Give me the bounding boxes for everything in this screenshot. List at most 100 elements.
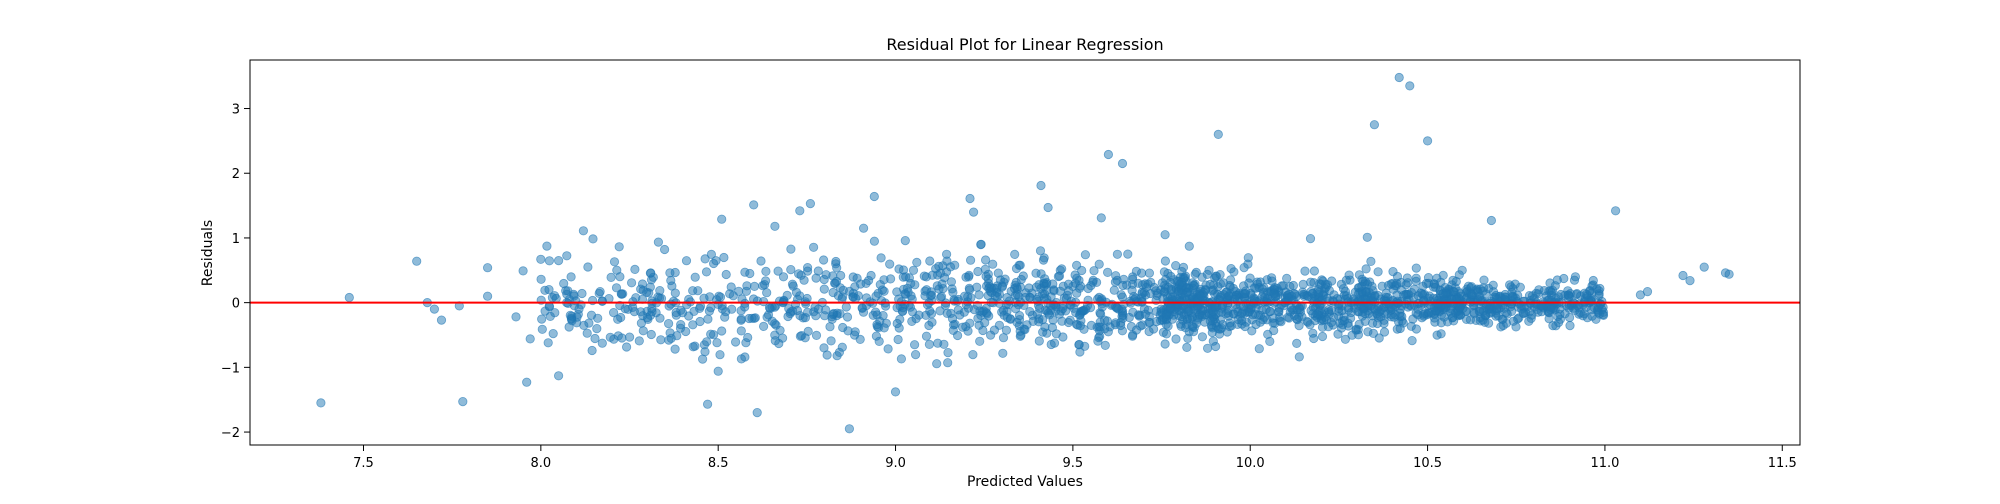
data-point: [1384, 299, 1394, 309]
data-point: [1340, 334, 1351, 344]
data-point: [811, 330, 822, 340]
data-point: [656, 335, 666, 345]
data-point: [1362, 232, 1372, 242]
data-point: [1597, 296, 1607, 307]
data-point: [1089, 266, 1099, 276]
data-point: [1344, 270, 1354, 280]
data-point: [932, 359, 942, 369]
data-point: [871, 291, 881, 301]
data-point: [975, 336, 985, 346]
data-point: [588, 234, 598, 244]
data-point: [758, 321, 769, 331]
data-point: [1372, 318, 1383, 329]
data-point: [1478, 286, 1488, 296]
data-point: [984, 283, 994, 293]
data-point: [670, 344, 680, 354]
data-point: [800, 333, 810, 343]
data-point: [1153, 288, 1163, 298]
data-point: [609, 257, 620, 267]
data-point: [702, 399, 713, 409]
data-point: [1336, 279, 1347, 289]
x-tick-label: 10.0: [1236, 456, 1265, 471]
data-point: [1205, 316, 1215, 326]
data-point: [1061, 293, 1072, 304]
data-point: [1350, 287, 1360, 297]
data-point: [1088, 277, 1098, 287]
data-point: [544, 302, 555, 312]
data-point: [813, 266, 823, 276]
data-point: [941, 249, 952, 259]
data-point: [1022, 320, 1032, 330]
data-point: [636, 284, 646, 294]
data-point: [1440, 282, 1450, 293]
data-point: [703, 314, 713, 324]
data-point: [948, 320, 959, 330]
data-point: [1145, 317, 1155, 327]
data-point: [1116, 320, 1126, 331]
data-point: [1225, 318, 1235, 328]
data-point: [981, 271, 991, 281]
y-axis-ticks: −2 −1 0 1 2 3: [221, 103, 250, 441]
data-point: [1144, 268, 1155, 278]
data-point: [563, 286, 573, 296]
data-point: [1177, 266, 1187, 277]
data-point: [1074, 340, 1084, 350]
data-point: [908, 265, 919, 275]
data-point: [1478, 306, 1488, 316]
data-point: [1398, 318, 1408, 328]
data-point: [1012, 289, 1022, 299]
data-point: [791, 287, 802, 297]
data-point: [675, 323, 686, 333]
data-point: [1343, 303, 1354, 313]
data-point: [655, 285, 665, 296]
data-point: [1160, 256, 1171, 266]
data-point: [721, 269, 731, 280]
data-point: [730, 337, 741, 347]
data-point: [653, 237, 664, 247]
data-point: [1611, 206, 1621, 216]
x-axis-ticks: 7.5 8.0 8.5 9.0 9.5 10.0 10.5 11.0 11.5: [353, 445, 1797, 471]
data-point: [952, 330, 963, 341]
data-point: [706, 329, 716, 339]
data-point: [1223, 308, 1233, 318]
data-point: [749, 281, 760, 291]
data-point: [909, 340, 920, 350]
data-point: [1310, 315, 1320, 326]
data-point: [826, 336, 836, 346]
data-point: [855, 334, 865, 344]
data-point: [1072, 288, 1082, 298]
data-point: [701, 267, 712, 277]
data-point: [925, 256, 935, 266]
data-point: [933, 338, 943, 348]
data-point: [961, 272, 971, 282]
data-point: [1409, 284, 1420, 294]
data-point: [901, 272, 911, 282]
data-point: [819, 284, 829, 294]
data-point: [1276, 317, 1286, 327]
data-point: [941, 267, 952, 277]
data-point: [597, 338, 607, 348]
data-point: [1210, 302, 1220, 312]
data-point: [787, 279, 798, 289]
data-point: [764, 302, 775, 313]
data-point: [712, 338, 722, 348]
data-point: [1358, 276, 1368, 286]
data-point: [1386, 279, 1396, 289]
data-point: [770, 221, 780, 231]
plot-frame: [249, 59, 1801, 446]
data-point: [773, 266, 783, 276]
scatter-points: [316, 72, 1734, 434]
data-point: [659, 244, 670, 255]
data-point: [1046, 305, 1056, 315]
data-point: [1507, 292, 1517, 302]
data-point: [1314, 287, 1324, 298]
data-point: [642, 312, 653, 323]
data-point: [937, 279, 947, 289]
data-point: [665, 268, 675, 278]
data-point: [1140, 309, 1151, 319]
data-point: [573, 309, 583, 319]
data-point: [1589, 302, 1599, 313]
y-tick-label: 2: [232, 167, 240, 182]
